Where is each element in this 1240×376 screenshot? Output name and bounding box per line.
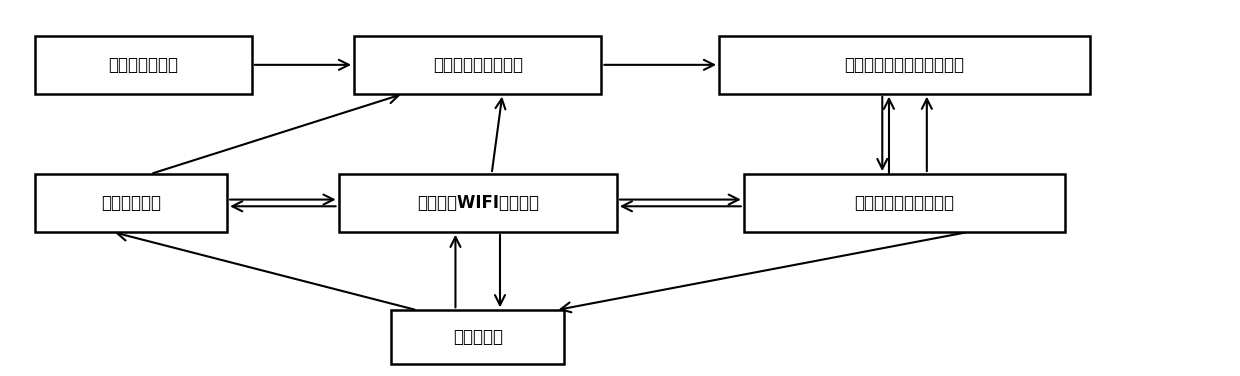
FancyBboxPatch shape [36, 36, 252, 94]
FancyBboxPatch shape [744, 174, 1065, 232]
Text: 用户智能终端: 用户智能终端 [102, 194, 161, 212]
FancyBboxPatch shape [719, 36, 1090, 94]
FancyBboxPatch shape [339, 174, 618, 232]
Text: 可控电信号处理模块: 可控电信号处理模块 [433, 56, 523, 74]
FancyBboxPatch shape [36, 174, 227, 232]
Text: 可控模拟数字信号转换模块: 可控模拟数字信号转换模块 [844, 56, 965, 74]
Text: 电信号采集模块: 电信号采集模块 [109, 56, 179, 74]
Text: 数字信号分析处理模块: 数字信号分析处理模块 [854, 194, 955, 212]
FancyBboxPatch shape [391, 310, 564, 364]
Text: 网络服务器: 网络服务器 [453, 328, 502, 346]
Text: 数据无线WIFI传送组件: 数据无线WIFI传送组件 [417, 194, 538, 212]
FancyBboxPatch shape [353, 36, 601, 94]
